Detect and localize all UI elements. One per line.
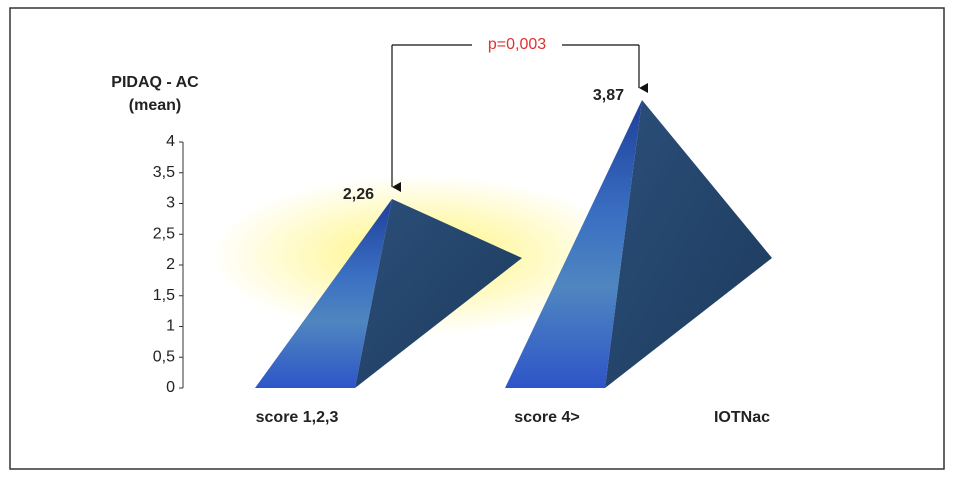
pyramid-front <box>255 199 392 388</box>
y-tick-label: 4 <box>166 133 175 150</box>
y-tick-label: 0,5 <box>153 348 175 365</box>
y-tick-label: 1 <box>166 318 175 335</box>
y-axis-label: PIDAQ - AC <box>111 74 199 91</box>
y-tick-label: 0 <box>166 379 175 396</box>
pyramid-front <box>505 99 642 389</box>
x-axis-label: IOTNac <box>714 409 770 426</box>
value-label: 2,26 <box>343 186 374 203</box>
value-label: 3,87 <box>593 87 624 104</box>
annotation: p=0,003 <box>488 36 546 53</box>
y-tick-label: 3 <box>166 195 175 212</box>
pyramid-side <box>355 199 522 388</box>
pyramid-side <box>605 99 772 389</box>
y-tick-label: 2 <box>166 256 175 273</box>
annotation-bg <box>472 34 562 56</box>
y-axis-label: (mean) <box>129 97 181 114</box>
y-tick-label: 1,5 <box>153 287 175 304</box>
y-tick-label: 2,5 <box>153 225 175 242</box>
x-tick-label: score 1,2,3 <box>256 409 339 426</box>
y-tick-label: 3,5 <box>153 164 175 181</box>
x-tick-label: score 4> <box>514 409 579 426</box>
